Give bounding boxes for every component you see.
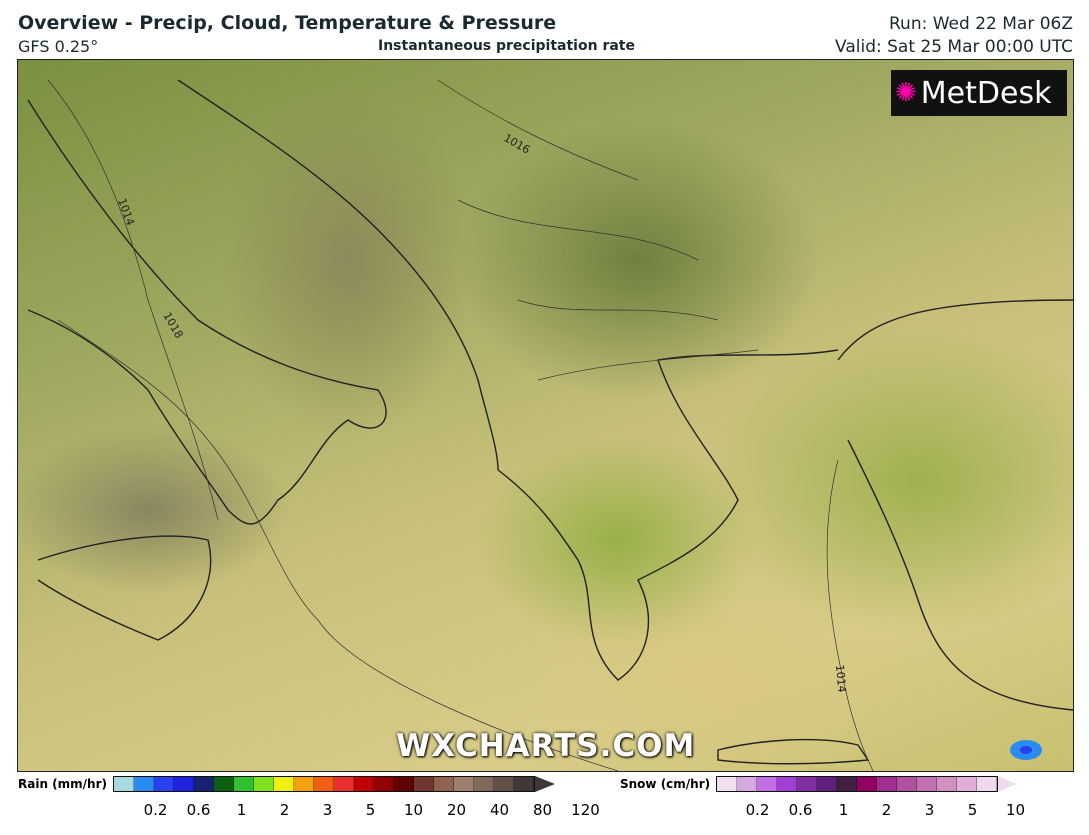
color-swatch bbox=[114, 777, 134, 791]
isobar-label: 1014 bbox=[115, 197, 137, 228]
color-swatch bbox=[494, 777, 514, 791]
color-swatch bbox=[454, 777, 474, 791]
tick-label: 3 bbox=[924, 801, 935, 819]
watermark: WXCHARTS.COM bbox=[396, 728, 696, 764]
color-swatch bbox=[294, 777, 314, 791]
rain-colorbar bbox=[113, 776, 535, 792]
color-swatch bbox=[134, 777, 154, 791]
chart-subtitle: Instantaneous precipitation rate bbox=[378, 38, 635, 54]
map-lines: 1014 1018 1016 1014 bbox=[27, 79, 1073, 771]
color-swatch bbox=[977, 777, 998, 791]
color-swatch bbox=[857, 777, 878, 791]
arrow-icon bbox=[535, 776, 555, 792]
color-swatch bbox=[817, 777, 838, 791]
snow-colorbar bbox=[716, 776, 999, 792]
border bbox=[457, 199, 759, 381]
color-swatch bbox=[737, 777, 758, 791]
isobar bbox=[47, 79, 219, 521]
italy-coastline bbox=[27, 99, 387, 525]
color-swatch bbox=[274, 777, 294, 791]
color-swatch bbox=[897, 777, 918, 791]
isobar bbox=[826, 459, 874, 771]
tick-label: 10 bbox=[1005, 801, 1026, 819]
snow-ticks: 0.2 0.6 1 2 3 5 10 bbox=[736, 801, 1037, 819]
color-swatch bbox=[434, 777, 454, 791]
greece-coastline bbox=[497, 349, 839, 681]
snow-legend: Snow (cm/hr) bbox=[620, 776, 1017, 792]
color-swatch bbox=[797, 777, 818, 791]
tick-label: 3 bbox=[322, 801, 333, 819]
tick-label: 0.2 bbox=[143, 801, 168, 819]
rain-ticks: 0.2 0.6 1 2 3 5 10 20 40 80 120 bbox=[134, 801, 607, 819]
color-swatch bbox=[234, 777, 254, 791]
color-swatch bbox=[917, 777, 938, 791]
color-swatch bbox=[757, 777, 778, 791]
color-swatch bbox=[254, 777, 274, 791]
color-swatch bbox=[957, 777, 978, 791]
valid-time: Valid: Sat 25 Mar 00:00 UTC bbox=[835, 37, 1073, 57]
color-swatch bbox=[354, 777, 374, 791]
tick-label: 0.2 bbox=[745, 801, 770, 819]
snow-legend-label: Snow (cm/hr) bbox=[620, 777, 711, 791]
logo-burst-icon: ✺ bbox=[895, 78, 917, 108]
color-swatch bbox=[214, 777, 234, 791]
tick-label: 1 bbox=[838, 801, 849, 819]
color-swatch bbox=[514, 777, 534, 791]
chart-title: Overview - Precip, Cloud, Temperature & … bbox=[18, 12, 557, 34]
tick-label: 120 bbox=[571, 801, 600, 819]
tick-label: 10 bbox=[403, 801, 424, 819]
color-swatch bbox=[877, 777, 898, 791]
color-swatch bbox=[374, 777, 394, 791]
rain-legend: Rain (mm/hr) bbox=[18, 776, 555, 792]
rain-legend-label: Rain (mm/hr) bbox=[18, 777, 107, 791]
tick-label: 20 bbox=[446, 801, 467, 819]
color-swatch bbox=[777, 777, 798, 791]
color-swatch bbox=[474, 777, 494, 791]
weather-map: 1014 1018 1016 1014 ✺ MetDesk WXCHARTS.CO… bbox=[17, 59, 1074, 772]
model-label: GFS 0.25° bbox=[18, 37, 99, 56]
turkey-coastline bbox=[837, 299, 1073, 711]
run-time: Run: Wed 22 Mar 06Z bbox=[889, 14, 1073, 34]
adriatic-east-coast bbox=[177, 79, 499, 471]
color-swatch bbox=[414, 777, 434, 791]
tick-label: 2 bbox=[279, 801, 290, 819]
isobar-label: 1014 bbox=[833, 664, 848, 693]
crete-coastline bbox=[717, 738, 870, 765]
color-swatch bbox=[314, 777, 334, 791]
tick-label: 0.6 bbox=[186, 801, 211, 819]
tick-label: 80 bbox=[532, 801, 553, 819]
tick-label: 1 bbox=[236, 801, 247, 819]
tick-label: 2 bbox=[881, 801, 892, 819]
precip-cell-core bbox=[1020, 746, 1032, 754]
color-swatch bbox=[717, 777, 738, 791]
logo-text: MetDesk bbox=[920, 75, 1052, 111]
metdesk-logo: ✺ MetDesk bbox=[891, 70, 1067, 116]
isobar bbox=[437, 79, 639, 181]
color-swatch bbox=[937, 777, 958, 791]
color-swatch bbox=[394, 777, 414, 791]
isobar-label: 1018 bbox=[160, 310, 185, 341]
color-swatch bbox=[154, 777, 174, 791]
arrow-icon bbox=[998, 776, 1017, 792]
color-swatch bbox=[194, 777, 214, 791]
sicily-coastline bbox=[37, 535, 212, 641]
color-swatch bbox=[174, 777, 194, 791]
color-swatch bbox=[334, 777, 354, 791]
tick-label: 5 bbox=[365, 801, 376, 819]
isobar-label: 1016 bbox=[502, 131, 533, 156]
color-swatch bbox=[837, 777, 858, 791]
isobar bbox=[57, 319, 619, 771]
tick-label: 40 bbox=[489, 801, 510, 819]
tick-label: 5 bbox=[967, 801, 978, 819]
tick-label: 0.6 bbox=[788, 801, 813, 819]
